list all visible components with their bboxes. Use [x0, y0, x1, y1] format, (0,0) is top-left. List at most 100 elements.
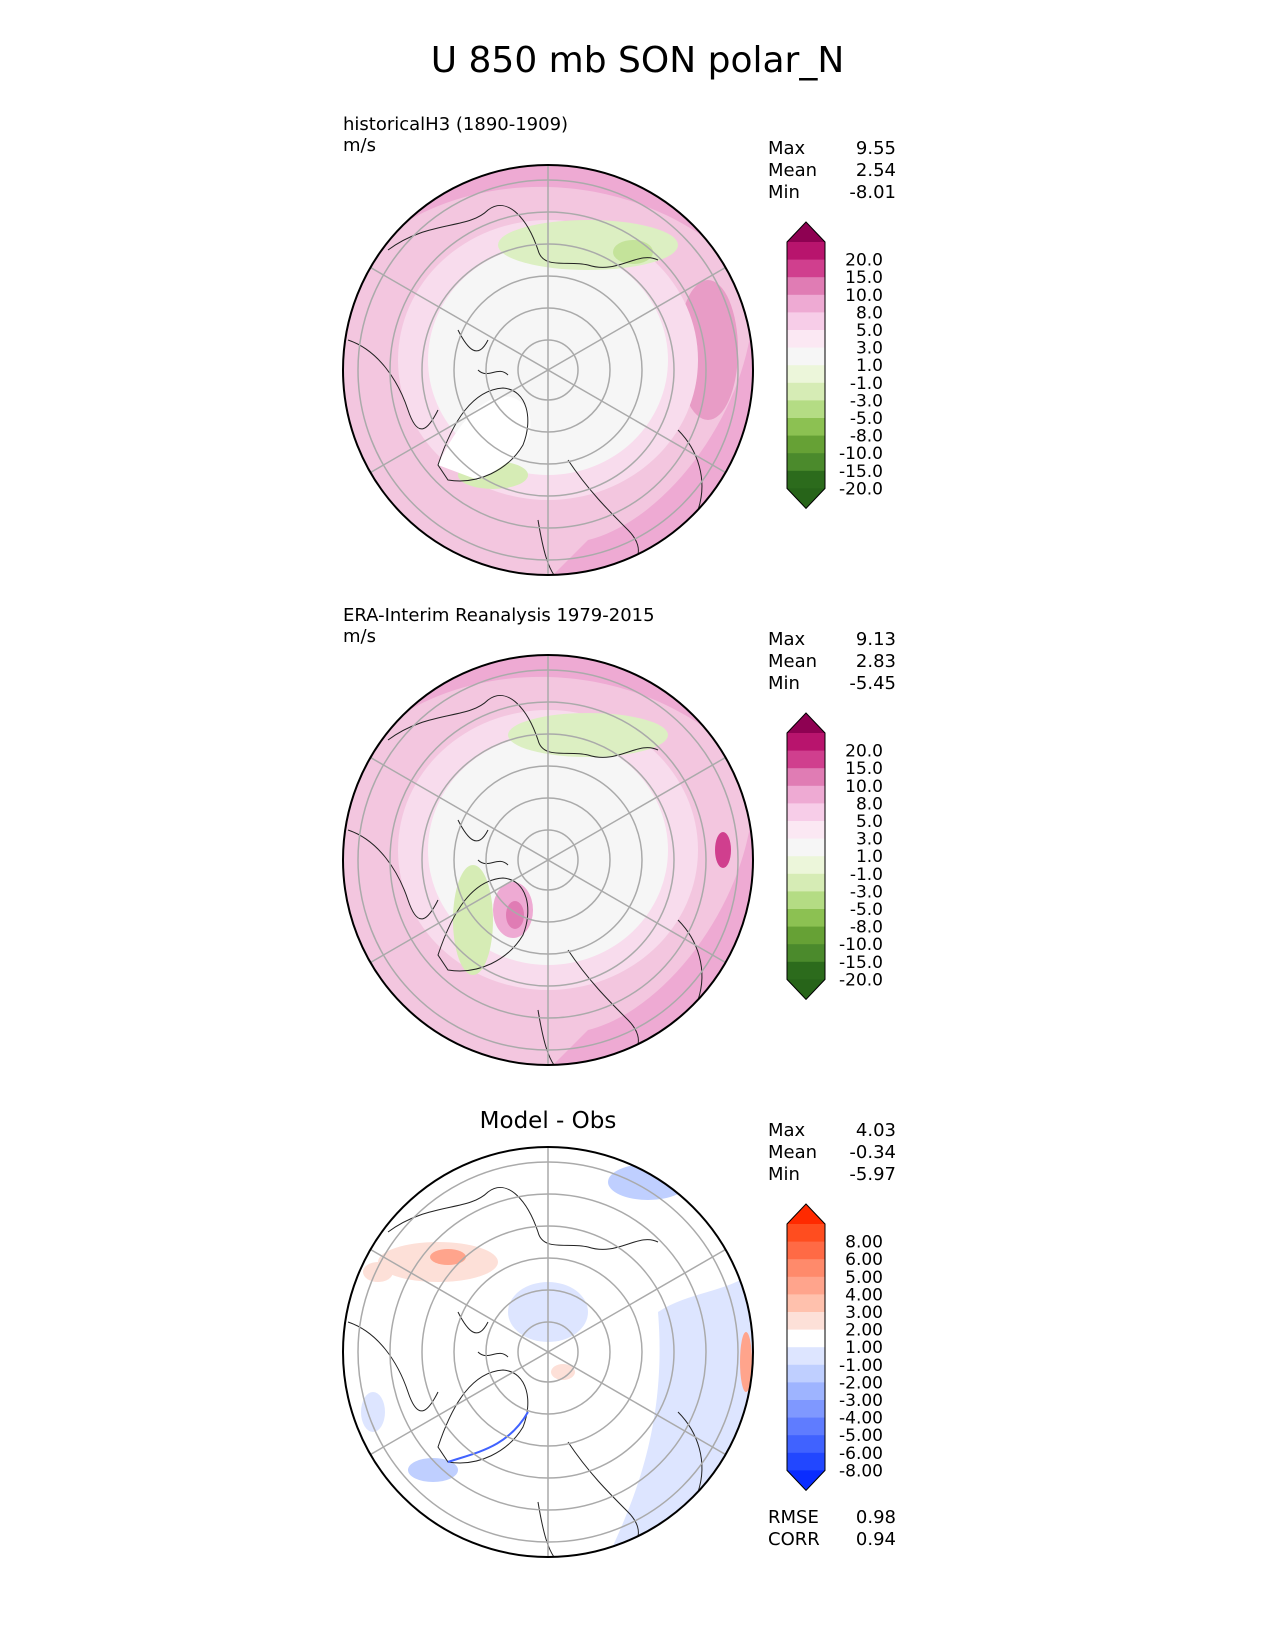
colorbar-tick-label: -2.00: [839, 1373, 883, 1393]
colorbar-tick-label: -15.0: [839, 953, 883, 973]
colorbar-tick-label: -20.0: [839, 479, 883, 499]
colorbar-bin: [787, 347, 825, 366]
colorbar-tick-label: -10.0: [839, 935, 883, 955]
stat-label: RMSE: [768, 1507, 819, 1528]
colorbar-tick-label: 5.0: [856, 812, 883, 832]
panel-1-stats: Max 9.55 Mean 2.54 Min -8.01: [768, 138, 896, 204]
colorbar-tick-label: 1.00: [845, 1338, 883, 1358]
figure-title: U 850 mb SON polar_N: [430, 40, 845, 81]
colorbar-bin: [787, 785, 825, 804]
stat-value: -8.01: [849, 182, 896, 203]
colorbar-bin: [787, 1435, 825, 1454]
colorbar-bin: [787, 435, 825, 454]
stat-label: CORR: [768, 1529, 820, 1550]
colorbar-tick-label: 5.00: [845, 1268, 883, 1288]
stat-value: 0.94: [855, 1529, 896, 1550]
colorbar-bin: [787, 1452, 825, 1471]
colorbar-bottom-extension: [787, 979, 825, 1000]
panel-2-colorbar: 20.015.010.08.05.03.01.0-1.0-3.0-5.0-8.0…: [786, 712, 883, 1001]
colorbar-bin: [787, 821, 825, 840]
colorbar-tick-label: 10.0: [845, 777, 883, 797]
stat-label: Min: [768, 673, 800, 694]
colorbar-tick-label: -15.0: [839, 462, 883, 482]
colorbar-top-extension: [787, 222, 825, 242]
colorbar-tick-label: -3.0: [850, 391, 883, 411]
colorbar-bin: [787, 1417, 825, 1436]
colorbar-bin: [787, 259, 825, 278]
colorbar-bin: [787, 733, 825, 752]
panel-3-stats: Max 4.03 Mean -0.34 Min -5.97: [768, 1120, 896, 1186]
colorbar-bin: [787, 418, 825, 437]
stat-label: Max: [768, 629, 806, 650]
panel-1-colorbar: 20.015.010.08.05.03.01.0-1.0-3.0-5.0-8.0…: [786, 221, 883, 510]
colorbar-bin: [787, 856, 825, 875]
colorbar-bin: [787, 944, 825, 963]
panel-2-units: m/s: [343, 626, 376, 647]
panel-1-polar-map: [342, 164, 754, 576]
panel-1-graticule: [357, 165, 739, 575]
colorbar-tick-label: 15.0: [845, 759, 883, 779]
colorbar-tick-label: -8.0: [850, 918, 883, 938]
colorbar-bottom-extension: [787, 1470, 825, 1491]
colorbar-bin: [787, 365, 825, 384]
colorbar-bin: [787, 1312, 825, 1331]
colorbar-tick-label: 3.0: [856, 830, 883, 850]
colorbar-tick-label: -5.00: [839, 1426, 883, 1446]
panel-1-header: historicalH3 (1890-1909) m/s: [343, 114, 568, 156]
colorbar-tick-label: 20.0: [845, 742, 883, 762]
colorbar-tick-label: -8.00: [839, 1461, 883, 1481]
colorbar-bin: [787, 1294, 825, 1313]
colorbar-bin: [787, 382, 825, 401]
panel-2-stats: Max 9.13 Mean 2.83 Min -5.45: [768, 629, 896, 695]
panel-3-graticule: [357, 1147, 739, 1557]
colorbar-bin: [787, 330, 825, 349]
colorbar-tick-label: 8.0: [856, 303, 883, 323]
colorbar-tick-label: 20.0: [845, 251, 883, 271]
colorbar-tick-label: -1.0: [850, 374, 883, 394]
colorbar-tick-label: 4.00: [845, 1285, 883, 1305]
stat-value: 9.55: [855, 138, 896, 159]
colorbar-bin: [787, 803, 825, 822]
colorbar-bin: [787, 926, 825, 945]
stat-value: 4.03: [855, 1120, 896, 1141]
stat-value: -5.97: [849, 1164, 896, 1185]
panel-1-run-label: historicalH3 (1890-1909): [343, 114, 569, 135]
colorbar-tick-label: -8.0: [850, 427, 883, 447]
panel-3-polar-map: [342, 1146, 754, 1558]
stat-value: 9.13: [855, 629, 896, 650]
colorbar-tick-label: -3.0: [850, 882, 883, 902]
colorbar-tick-label: -5.0: [850, 900, 883, 920]
colorbar-bin: [787, 277, 825, 296]
stat-label: Mean: [768, 1142, 818, 1163]
colorbar-bin: [787, 1347, 825, 1366]
colorbar-bin: [787, 891, 825, 910]
colorbar-bottom-extension: [787, 488, 825, 509]
stat-label: Max: [768, 138, 806, 159]
stat-value: 2.54: [855, 160, 896, 181]
colorbar-tick-label: 2.00: [845, 1321, 883, 1341]
colorbar-bin: [787, 838, 825, 857]
colorbar-bin: [787, 470, 825, 489]
stat-value: -5.45: [849, 673, 896, 694]
colorbar-tick-label: 3.0: [856, 339, 883, 359]
panel-2-polar-map: [342, 654, 754, 1066]
colorbar-bin: [787, 453, 825, 472]
colorbar-tick-label: 8.00: [845, 1233, 883, 1253]
colorbar-bin: [787, 873, 825, 892]
colorbar-bin: [787, 1241, 825, 1260]
colorbar-tick-label: 5.0: [856, 321, 883, 341]
colorbar-bin: [787, 1259, 825, 1278]
panel-1-units: m/s: [343, 135, 376, 156]
stat-value: 0.98: [855, 1507, 896, 1528]
colorbar-bin: [787, 750, 825, 769]
colorbar-bin: [787, 1382, 825, 1401]
panel-3-colorbar: 8.006.005.004.003.002.001.00-1.00-2.00-3…: [786, 1203, 883, 1492]
colorbar-bin: [787, 1224, 825, 1243]
colorbar-bin: [787, 294, 825, 313]
panel-3-footer-stats: RMSE 0.98 CORR 0.94: [768, 1507, 896, 1551]
colorbar-bin: [787, 242, 825, 261]
colorbar-bin: [787, 768, 825, 787]
stat-label: Min: [768, 182, 800, 203]
colorbar-bin: [787, 1400, 825, 1419]
colorbar-tick-label: -4.00: [839, 1409, 883, 1429]
